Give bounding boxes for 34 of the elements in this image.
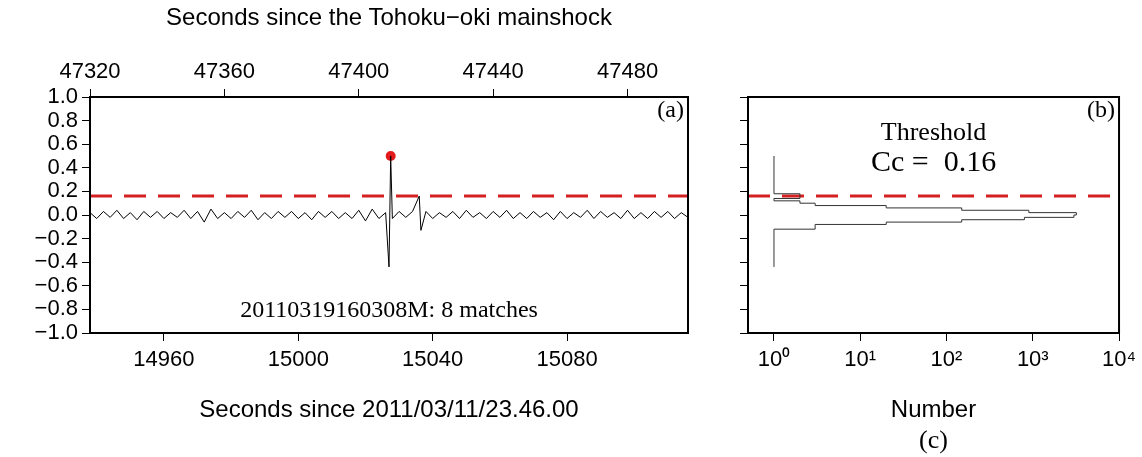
y-tick-label: 0.8 <box>47 106 78 132</box>
y-tick-label: −0.6 <box>34 271 78 297</box>
y-tick-label: 0.2 <box>47 177 78 203</box>
x-tick-label: 10³ <box>1016 346 1049 372</box>
x-tick-label: 10⁰ <box>757 346 791 372</box>
x-tick-label: 15000 <box>267 346 329 372</box>
y-tick-label: −0.4 <box>34 248 78 274</box>
x2-tick-label: 47440 <box>462 57 524 83</box>
y-tick-label: 0.0 <box>47 201 78 227</box>
x-tick-label: 15080 <box>536 346 598 372</box>
x2-tick-label: 47480 <box>596 57 659 83</box>
annotation: (a) <box>657 96 684 123</box>
text: (c) <box>919 424 948 454</box>
x-tick-label: 15040 <box>402 346 464 372</box>
x-tick-label: 10⁴ <box>1102 346 1137 372</box>
annotation: 20110319160308M: 8 matches <box>240 296 538 323</box>
x-tick-label: 10² <box>930 346 963 372</box>
x2-axis-title: Seconds since the Tohoku−oki mainshock <box>166 3 613 31</box>
y-tick-label: 0.6 <box>47 130 78 156</box>
y-tick-label: 0.4 <box>47 153 78 179</box>
annotation: Threshold <box>880 116 987 146</box>
y-tick-label: −0.2 <box>34 224 78 250</box>
y-tick-label: 1.0 <box>47 83 78 109</box>
x2-tick-label: 47360 <box>193 57 255 83</box>
annotation: (b) <box>1087 96 1116 123</box>
y-tick-label: −1.0 <box>34 319 78 345</box>
x-axis-title: Seconds since 2011/03/11/23.46.00 <box>199 395 579 423</box>
x2-tick-label: 47320 <box>59 57 121 83</box>
annotation: Cc = 0.16 <box>870 143 997 177</box>
x-tick-label: 14960 <box>133 346 195 372</box>
x-axis-title: Number <box>890 395 977 423</box>
x2-tick-label: 47400 <box>328 57 390 83</box>
x-tick-label: 10¹ <box>844 346 877 372</box>
y-tick-label: −0.8 <box>34 295 78 321</box>
